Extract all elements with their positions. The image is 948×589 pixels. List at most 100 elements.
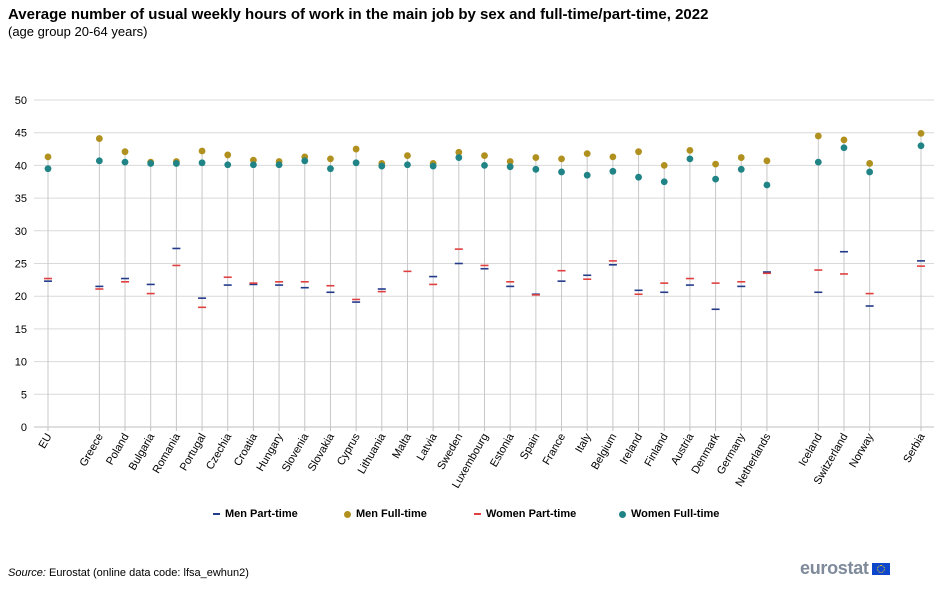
source-text: Eurostat (online data code: lfsa_ewhun2) [45,567,249,579]
y-tick-label: 15 [15,324,27,336]
data-point-men-full-time [327,155,334,163]
legend-item: Women Full-time [619,508,719,520]
x-tick-label: Croatia [232,431,261,468]
legend-label: Women Full-time [631,508,720,520]
data-point-men-full-time [404,152,411,159]
data-point-women-full-time [866,168,874,176]
data-point-men-full-time [481,152,488,159]
data-point-men-full-time [121,148,129,156]
legend-item: Men Full-time [344,508,427,520]
data-point-women-full-time [250,161,257,169]
data-point-men-full-time [224,151,232,159]
chart-subtitle: (age group 20-64 years) [8,24,148,39]
y-tick-label: 10 [15,357,27,369]
data-point-women-full-time [558,168,565,176]
x-tick-label: Spain [518,432,542,462]
data-point-women-full-time [660,178,668,186]
x-tick-label: Italy [573,431,594,455]
eurostat-logo: eurostat [800,558,890,579]
data-point-men-full-time [840,136,848,144]
y-tick-label: 20 [15,291,27,303]
data-point-women-full-time [301,157,309,165]
logo-text: eurostat [800,558,869,578]
data-point-women-full-time [224,161,232,169]
data-point-women-full-time [763,181,771,189]
data-point-women-full-time [609,167,617,175]
y-tick-label: 25 [15,259,27,271]
legend-item: Women Part-time [474,508,576,520]
x-tick-label: Latvia [415,431,441,463]
data-point-men-full-time [44,153,52,161]
eu-flag-icon [871,562,890,575]
x-tick-label: Czechia [204,431,235,472]
data-point-men-full-time [763,157,771,165]
x-tick-label: Greece [78,432,106,469]
legend-item: Men Part-time [213,508,298,520]
data-point-men-full-time [198,147,206,155]
x-tick-label: Cyprus [335,431,363,468]
data-point-women-full-time [352,159,360,167]
data-point-women-full-time [532,165,540,173]
data-point-women-full-time [686,155,694,163]
y-tick-label: 50 [15,95,27,107]
y-tick-label: 35 [15,193,27,205]
data-point-women-full-time [737,165,745,173]
data-point-men-full-time [814,132,822,140]
data-point-men-full-time [532,154,540,161]
data-point-women-full-time [506,163,514,171]
data-point-men-full-time [635,148,642,156]
data-point-men-full-time [660,162,668,169]
y-tick-label: 5 [21,389,27,401]
y-tick-label: 45 [15,128,27,140]
data-point-women-full-time [481,162,488,169]
x-tick-label: Austria [669,431,697,467]
data-point-women-full-time [635,173,642,181]
legend-symbol [619,510,626,518]
chart-title: Average number of usual weekly hours of … [8,6,709,23]
data-point-men-full-time [712,160,719,168]
data-point-women-full-time [172,160,180,167]
data-point-women-full-time [840,144,848,152]
x-tick-label: Iceland [797,432,825,469]
data-point-women-full-time [44,165,52,173]
legend-symbol [344,510,351,518]
y-tick-label: 40 [15,160,27,172]
data-point-women-full-time [147,160,155,167]
data-point-women-full-time [275,161,283,169]
y-tick-label: 0 [21,422,27,434]
data-point-men-full-time [917,129,925,137]
data-point-men-full-time [95,135,103,142]
data-point-men-full-time [686,146,694,154]
x-tick-label: Finland [642,432,670,469]
x-tick-label: France [541,432,569,468]
data-point-women-full-time [95,157,103,165]
data-point-women-full-time [121,158,129,166]
data-point-women-full-time [583,171,591,179]
data-point-women-full-time [712,175,719,183]
x-tick-label: Ireland [618,432,645,467]
data-point-women-full-time [814,158,822,166]
legend-label: Men Full-time [356,508,427,520]
data-point-men-full-time [455,148,463,156]
x-tick-label: Estonia [488,431,517,470]
data-point-men-full-time [352,145,360,153]
x-tick-label: Poland [104,432,132,468]
data-point-women-full-time [198,159,206,167]
y-tick-label: 30 [15,226,27,238]
data-point-women-full-time [917,142,925,150]
data-point-women-full-time [327,165,334,173]
legend-symbol [474,513,481,515]
data-point-men-full-time [558,155,565,163]
data-point-women-full-time [429,162,437,170]
data-point-women-full-time [404,161,411,169]
x-tick-label: EU [37,431,55,450]
data-point-women-full-time [455,154,463,161]
x-tick-label: Malta [390,431,414,461]
x-tick-label: Serbia [901,431,928,465]
source-label: Source: [8,567,46,579]
chart-legend: Men Part-time Men Full-time Women Part-tim… [0,508,948,524]
source-note: Source: Eurostat (online data code: lfsa… [8,567,249,579]
data-point-men-full-time [506,158,514,165]
legend-label: Women Part-time [486,508,577,520]
